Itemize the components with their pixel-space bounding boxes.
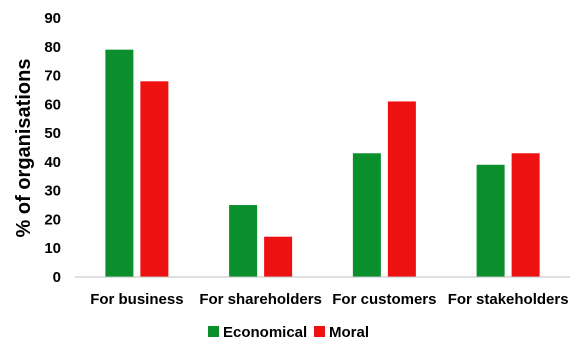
legend-swatch-moral	[314, 326, 325, 337]
y-axis-title: % of organisations	[13, 59, 35, 238]
legend-label-economical: Economical	[223, 324, 307, 341]
x-category-label: For stakeholders	[448, 291, 569, 308]
legend-swatch-economical	[208, 326, 219, 337]
bar-moral-2	[387, 101, 416, 277]
y-tick-label: 90	[44, 10, 61, 27]
x-category-label: For business	[90, 291, 183, 308]
bars	[105, 49, 540, 278]
y-tick-label: 0	[53, 269, 61, 286]
bar-moral-3	[511, 153, 540, 277]
y-tick-label: 30	[44, 183, 61, 200]
y-tick-label: 20	[44, 211, 61, 228]
y-tick-label: 60	[44, 96, 61, 113]
y-tick-label: 50	[44, 125, 61, 142]
y-tick-label: 80	[44, 39, 61, 56]
bar-economical-3	[476, 164, 505, 277]
bar-economical-2	[352, 153, 381, 277]
bar-moral-1	[264, 236, 293, 277]
y-tick-label: 10	[44, 240, 61, 257]
x-category-label: For customers	[332, 291, 436, 308]
y-axis-ticks: 0 10 20 30 40 50 60 70 80 90	[44, 10, 61, 286]
y-tick-label: 70	[44, 68, 61, 85]
legend: Economical Moral	[208, 324, 369, 341]
x-axis-labels: For business For shareholders For customer…	[90, 291, 568, 308]
bar-economical-1	[229, 205, 258, 277]
y-tick-label: 40	[44, 154, 61, 171]
bar-economical-0	[105, 49, 134, 278]
x-category-label: For shareholders	[199, 291, 322, 308]
legend-label-moral: Moral	[329, 324, 369, 341]
bar-moral-0	[140, 81, 169, 277]
